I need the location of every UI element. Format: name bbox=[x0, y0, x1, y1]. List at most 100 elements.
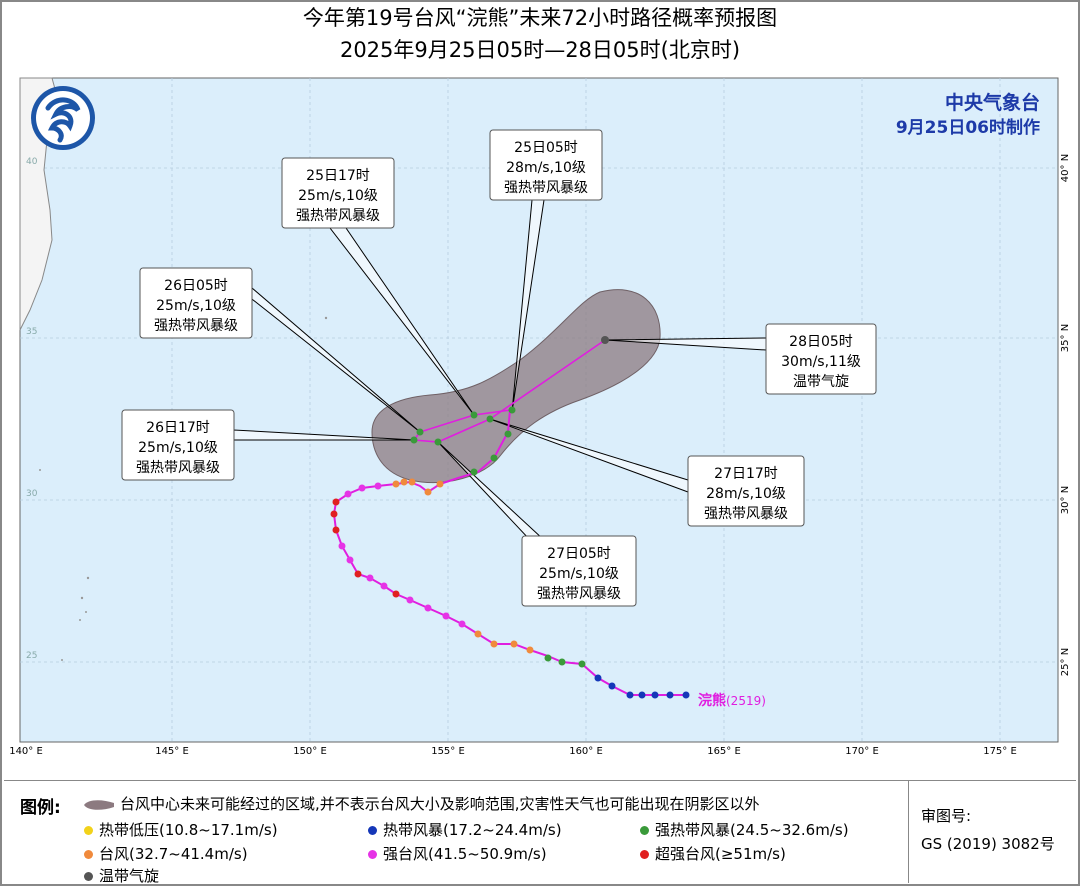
legend: 图例: 台风中心未来可能经过的区域,并不表示台风大小及影响范围,灾害性天气也可能… bbox=[4, 780, 1077, 886]
track-point-ty bbox=[392, 480, 400, 488]
forecast-label-4: 27日05时 25m/s,10级 强热带风暴级 bbox=[521, 535, 637, 607]
legend-item-ts: 热带风暴(17.2~24.4m/s) bbox=[368, 819, 562, 840]
label-leaders bbox=[233, 199, 767, 541]
track-point-ts bbox=[638, 691, 646, 699]
forecast-label-2: 26日05时 25m/s,10级 强热带风暴级 bbox=[139, 267, 253, 339]
forecast-label-level: 强热带风暴级 bbox=[504, 180, 588, 196]
svg-text:155° E: 155° E bbox=[431, 746, 465, 757]
review-label: 审图号: bbox=[921, 807, 972, 825]
review-number: GS (2019) 3082号 bbox=[921, 835, 1055, 853]
ty-dot-icon bbox=[84, 850, 93, 859]
forecast-label-time: 27日05时 bbox=[547, 546, 611, 562]
legend-cone: 台风中心未来可能经过的区域,并不表示台风大小及影响范围,灾害性天气也可能出现在阴… bbox=[82, 793, 760, 814]
track-point-ts bbox=[594, 674, 602, 682]
svg-text:175° E: 175° E bbox=[983, 746, 1017, 757]
svg-text:165° E: 165° E bbox=[707, 746, 741, 757]
et-dot-icon bbox=[84, 872, 93, 881]
track-point-sts bbox=[410, 436, 418, 444]
track-point-ty bbox=[490, 640, 498, 648]
issue-date: 9月25日06时制作 bbox=[895, 118, 1040, 138]
forecast-label-time: 28日05时 bbox=[789, 334, 853, 350]
forecast-label-level: 强热带风暴级 bbox=[296, 208, 380, 224]
track-point-ts bbox=[666, 691, 674, 699]
track-point-sty bbox=[346, 556, 354, 564]
forecast-label-6: 28日05时 30m/s,11级 温带气旋 bbox=[765, 323, 877, 395]
track-point-sty bbox=[406, 596, 414, 604]
svg-text:40: 40 bbox=[26, 157, 38, 167]
track-point-sty bbox=[344, 490, 352, 498]
track-point-sts bbox=[470, 411, 478, 419]
legend-item-et: 温带气旋 bbox=[84, 865, 159, 886]
legend-item-sts: 强热带风暴(24.5~32.6m/s) bbox=[640, 819, 849, 840]
track-point-super bbox=[392, 590, 400, 598]
legend-item-td: 热带低压(10.8~17.1m/s) bbox=[84, 819, 278, 840]
ts-dot-icon bbox=[368, 826, 377, 835]
track-point-ty bbox=[510, 640, 518, 648]
cma-logo bbox=[31, 86, 95, 150]
forecast-label-speed: 28m/s,10级 bbox=[706, 486, 786, 502]
latitude-ticks-left: 40 35 30 25 bbox=[26, 157, 38, 661]
latitude-ticks: 40° N 35° N 30° N 25° N bbox=[1060, 154, 1071, 676]
track-point-super bbox=[330, 510, 338, 518]
legend-title: 图例: bbox=[20, 798, 61, 818]
track-point-sts bbox=[544, 654, 552, 662]
svg-text:145° E: 145° E bbox=[155, 746, 189, 757]
track-point-sty bbox=[338, 542, 346, 550]
svg-text:25° N: 25° N bbox=[1060, 648, 1071, 676]
forecast-label-time: 26日05时 bbox=[164, 278, 228, 294]
forecast-label-speed: 25m/s,10级 bbox=[156, 298, 236, 314]
forecast-label-level: 强热带风暴级 bbox=[537, 586, 621, 602]
track-point-sty bbox=[366, 574, 374, 582]
forecast-label-speed: 25m/s,10级 bbox=[138, 440, 218, 456]
track-point-ts bbox=[682, 691, 690, 699]
svg-text:140° E: 140° E bbox=[9, 746, 43, 757]
legend-item-super: 超强台风(≥51m/s) bbox=[640, 843, 786, 864]
track-point-ty bbox=[474, 630, 482, 638]
track-point-super bbox=[332, 498, 340, 506]
map-subtitle: 2025年9月25日05时—28日05时(北京时) bbox=[339, 38, 741, 62]
track-point-sty bbox=[380, 582, 388, 590]
svg-text:35° N: 35° N bbox=[1060, 324, 1071, 352]
track-point-ty bbox=[526, 646, 534, 654]
forecast-label-level: 温带气旋 bbox=[793, 374, 849, 390]
legend-cone-text: 台风中心未来可能经过的区域,并不表示台风大小及影响范围,灾害性天气也可能出现在阴… bbox=[120, 795, 760, 813]
svg-text:160° E: 160° E bbox=[569, 746, 603, 757]
track-point-et bbox=[601, 336, 609, 344]
track-point-ts bbox=[626, 691, 634, 699]
track-point-sty bbox=[358, 484, 366, 492]
svg-text:40° N: 40° N bbox=[1060, 154, 1071, 182]
track-point-sty bbox=[442, 612, 450, 620]
review-box: 审图号: GS (2019) 3082号 bbox=[908, 781, 1077, 883]
forecast-label-1: 25日17时 25m/s,10级 强热带风暴级 bbox=[281, 157, 395, 229]
typhoon-name: 浣熊(2519) bbox=[698, 692, 766, 709]
legend-item-ty: 台风(32.7~41.4m/s) bbox=[84, 843, 248, 864]
track-point-ty bbox=[424, 488, 432, 496]
track-point-sts bbox=[486, 415, 494, 423]
sty-dot-icon bbox=[368, 850, 377, 859]
track-point-super bbox=[354, 570, 362, 578]
track-point-sts bbox=[470, 468, 478, 476]
issuer-block: 中央气象台 9月25日06时制作 bbox=[896, 90, 1040, 140]
forecast-label-level: 强热带风暴级 bbox=[704, 506, 788, 522]
forecast-label-speed: 28m/s,10级 bbox=[506, 160, 586, 176]
forecast-label-time: 25日05时 bbox=[514, 140, 578, 156]
forecast-label-5: 27日17时 28m/s,10级 强热带风暴级 bbox=[687, 455, 805, 527]
track-point-sts bbox=[508, 406, 516, 414]
cone-swatch-icon bbox=[84, 799, 114, 810]
track-point-sts bbox=[558, 658, 566, 666]
track-points bbox=[330, 336, 690, 699]
forecast-label-3: 26日17时 25m/s,10级 强热带风暴级 bbox=[121, 409, 235, 481]
forecast-label-time: 27日17时 bbox=[714, 466, 778, 482]
issuer-org: 中央气象台 bbox=[944, 92, 1040, 114]
forecast-label-time: 26日17时 bbox=[146, 420, 210, 436]
track-point-sts bbox=[490, 454, 498, 462]
super-dot-icon bbox=[640, 850, 649, 859]
td-dot-icon bbox=[84, 826, 93, 835]
track-point-sts bbox=[416, 428, 424, 436]
map-title: 今年第19号台风“浣熊”未来72小时路径概率预报图 bbox=[302, 6, 778, 30]
track-point-sts bbox=[578, 660, 586, 668]
forecast-label-speed: 25m/s,10级 bbox=[539, 566, 619, 582]
track-point-sty bbox=[424, 604, 432, 612]
track-point-sts bbox=[434, 438, 442, 446]
